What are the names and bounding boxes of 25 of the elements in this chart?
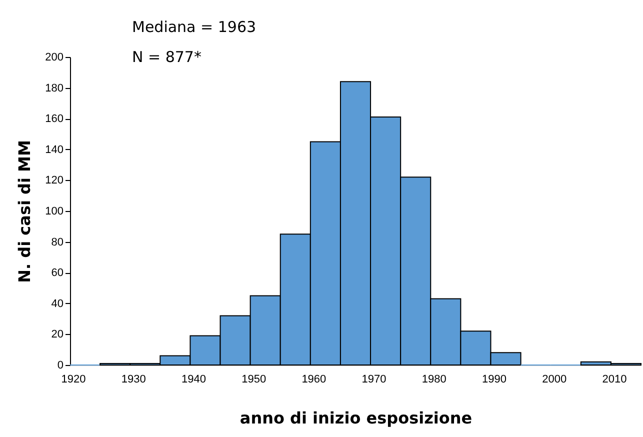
y-tick-label: 40 bbox=[51, 298, 64, 310]
x-tick-label: 1980 bbox=[422, 374, 446, 386]
y-tick-label: 200 bbox=[45, 52, 64, 64]
text: Mediana = 1963 bbox=[132, 18, 256, 36]
y-tick-label: 80 bbox=[51, 236, 64, 248]
y-tick-label: 20 bbox=[51, 328, 64, 341]
x-tick-label: 2010 bbox=[602, 374, 627, 386]
x-axis-title: anno di inizio esposizione bbox=[240, 408, 472, 428]
annotation: N = 877* bbox=[132, 48, 202, 66]
x-tick-label: 1950 bbox=[242, 374, 266, 386]
x-tick-label: 1930 bbox=[121, 374, 146, 386]
x-tick-label: 1990 bbox=[482, 374, 506, 386]
x-tick-label: 1940 bbox=[181, 374, 206, 386]
y-axis-title: N. di casi di MM bbox=[15, 140, 34, 283]
y-tick-label: 100 bbox=[45, 206, 64, 218]
y-tick-label: 160 bbox=[45, 113, 64, 126]
x-tick-label: 1970 bbox=[362, 374, 386, 386]
x-tick-label: 2000 bbox=[542, 374, 567, 386]
y-tick-label: 60 bbox=[51, 267, 64, 280]
y-tick-label: 140 bbox=[45, 144, 64, 156]
x-tick-label: 1920 bbox=[61, 374, 86, 386]
y-tick-label: 180 bbox=[45, 82, 64, 94]
x-tick-label: 1960 bbox=[302, 374, 326, 386]
y-tick-label: 120 bbox=[45, 174, 64, 187]
y-tick-label: 0 bbox=[57, 360, 64, 372]
